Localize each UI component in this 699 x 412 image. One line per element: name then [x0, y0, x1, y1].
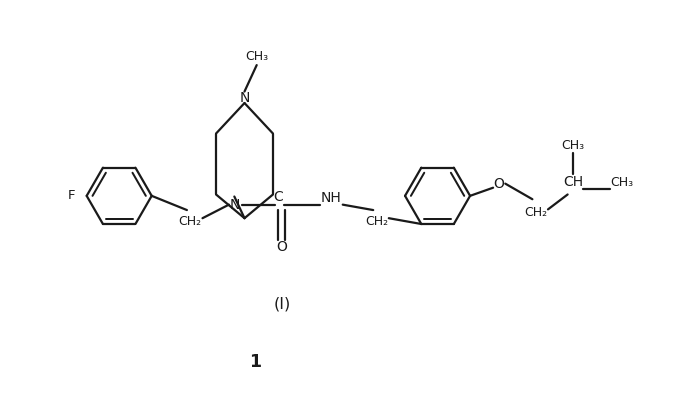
Text: N: N [229, 198, 240, 212]
Text: CH₂: CH₂ [524, 206, 547, 219]
Text: F: F [68, 190, 75, 202]
Text: 1: 1 [249, 353, 261, 371]
Text: N: N [239, 91, 250, 105]
Text: CH₃: CH₃ [610, 176, 633, 189]
Text: NH: NH [320, 191, 341, 205]
Text: O: O [276, 240, 287, 254]
Text: CH₃: CH₃ [245, 51, 268, 63]
Text: CH₂: CH₂ [365, 215, 388, 228]
Text: CH: CH [563, 175, 583, 189]
Text: (I): (I) [273, 297, 290, 312]
Text: C: C [273, 190, 283, 204]
Text: O: O [493, 177, 504, 191]
Text: CH₃: CH₃ [561, 138, 584, 152]
Text: CH₂: CH₂ [179, 215, 202, 228]
